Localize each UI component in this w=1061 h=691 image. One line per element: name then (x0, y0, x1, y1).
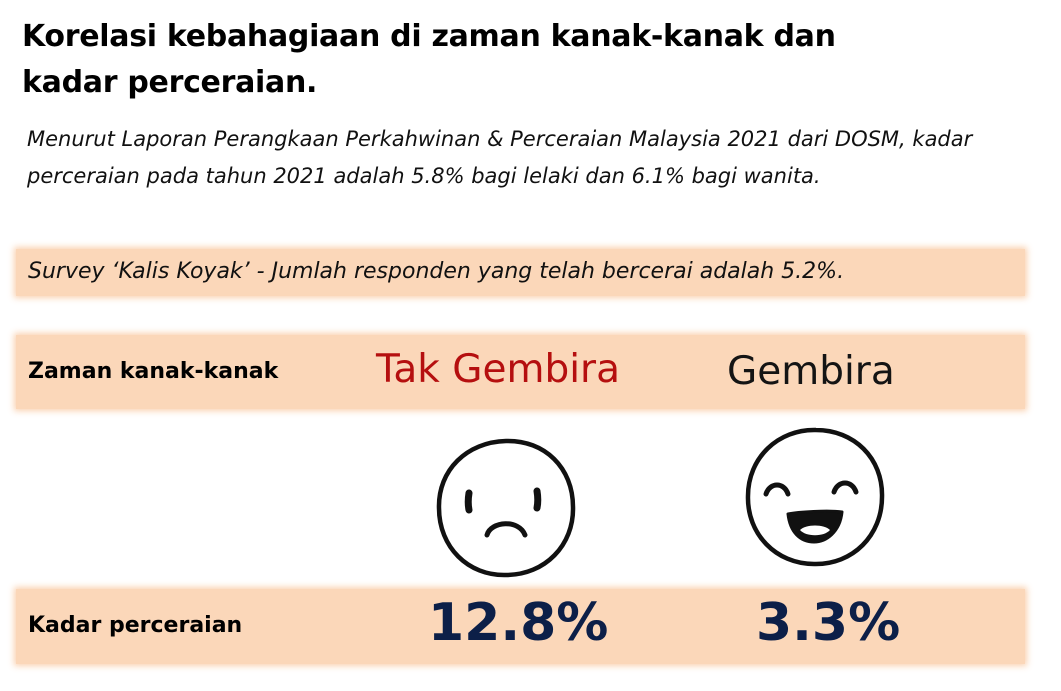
divorce-row-label: Kadar perceraian (28, 613, 243, 638)
childhood-row: Zaman kanak-kanak Tak Gembira Gembira (16, 335, 1025, 409)
divorce-rate-row: Kadar perceraian 12.8% 3.3% (16, 589, 1025, 664)
page-title: Korelasi kebahagiaan di zaman kanak-kana… (22, 19, 836, 100)
unhappy-divorce-rate: 12.8% (428, 593, 609, 653)
survey-note: Survey ‘Kalis Koyak’ - Jumlah responden … (28, 259, 845, 284)
happy-face-icon (745, 427, 885, 567)
childhood-row-label: Zaman kanak-kanak (28, 359, 279, 384)
happy-heading: Gembira (727, 349, 895, 394)
survey-banner: Survey ‘Kalis Koyak’ - Jumlah responden … (16, 249, 1025, 296)
intro-paragraph: Menurut Laporan Perangkaan Perkahwinan &… (27, 127, 973, 188)
unhappy-heading: Tak Gembira (376, 347, 620, 392)
happy-divorce-rate: 3.3% (756, 593, 901, 653)
sad-face-icon (436, 438, 576, 578)
